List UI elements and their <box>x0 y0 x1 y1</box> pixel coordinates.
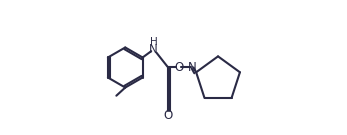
Text: O: O <box>164 109 173 122</box>
Text: N: N <box>188 61 196 74</box>
Text: O: O <box>174 61 183 74</box>
Text: H: H <box>150 37 157 47</box>
Text: N: N <box>149 43 158 56</box>
